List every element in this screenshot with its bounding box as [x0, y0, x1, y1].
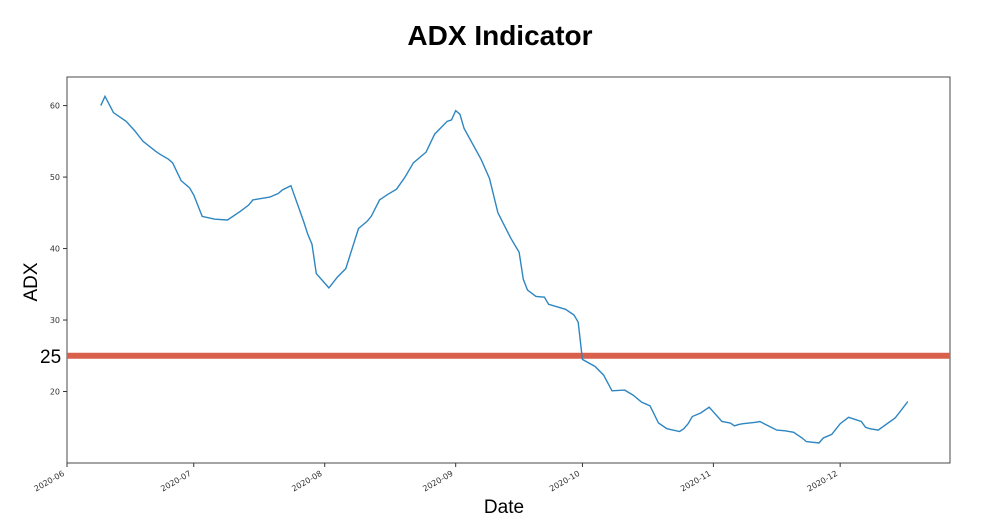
plot-area-frame	[66, 76, 951, 464]
chart-title: ADX Indicator	[407, 20, 593, 51]
x-tick-label: 2020-11	[679, 469, 712, 494]
y-tick-label: 20	[50, 388, 60, 397]
y-tick-label: 50	[50, 173, 60, 182]
x-tick-label: 2020-07	[159, 469, 192, 494]
y-tick-label: 60	[50, 102, 60, 111]
x-axis-ticks: 2020-06 2020-07 2020-08 2020-09 2020-10 2020-…	[33, 463, 841, 493]
x-tick-label: 2020-12	[806, 469, 839, 494]
x-tick-label: 2020-06	[33, 469, 66, 494]
x-tick-label: 2020-08	[290, 469, 323, 494]
y-tick-label: 30	[50, 316, 60, 325]
x-tick-label: 2020-10	[548, 469, 581, 494]
y-axis-title: ADX	[21, 262, 42, 301]
x-tick-label: 2020-09	[421, 469, 454, 494]
x-axis-title: Date	[484, 497, 524, 518]
reference-line-label: 25	[40, 347, 61, 368]
adx-series-line	[100, 94, 909, 444]
y-tick-label: 40	[50, 245, 60, 254]
y-axis-ticks: 20 30 40 50 60	[50, 102, 67, 397]
